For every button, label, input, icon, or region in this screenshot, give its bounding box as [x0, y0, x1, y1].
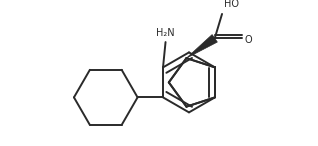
Text: H₂N: H₂N [156, 28, 175, 38]
Polygon shape [186, 35, 217, 58]
Text: HO: HO [224, 0, 239, 9]
Text: O: O [245, 35, 252, 45]
